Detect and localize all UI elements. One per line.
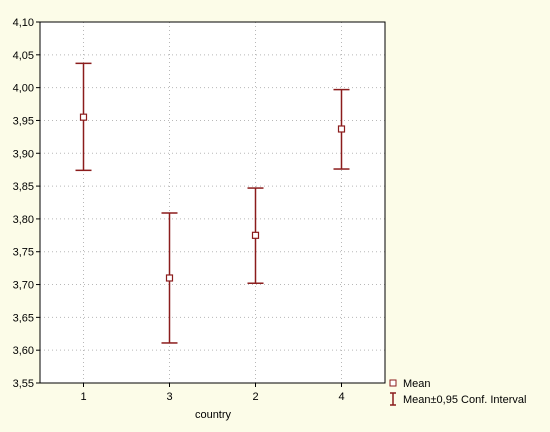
y-tick-label: 3,75 (13, 247, 34, 259)
x-tick-label: 3 (166, 391, 172, 403)
mean-marker (79, 113, 88, 121)
y-tick-label: 3,65 (13, 312, 34, 324)
x-tick-labels: 1 3 2 4 (80, 391, 344, 403)
y-tick-label: 3,90 (13, 148, 34, 160)
plot-area (40, 22, 385, 383)
y-tick-label: 3,80 (13, 214, 34, 226)
y-tick-label: 3,95 (13, 115, 34, 127)
x-tick-label: 1 (80, 391, 86, 403)
y-tick-label: 4,00 (13, 83, 34, 95)
y-tick-label: 3,55 (13, 378, 34, 390)
mean-marker (251, 231, 260, 239)
legend-ci-label: Mean±0,95 Conf. Interval (403, 394, 526, 406)
legend: Mean Mean±0,95 Conf. Interval (389, 378, 526, 406)
y-tick-label: 3,60 (13, 345, 34, 357)
legend-mean-marker (389, 379, 397, 387)
axis-ticks (36, 21, 342, 387)
y-tick-labels: 3,55 3,60 3,65 3,70 3,75 3,80 3,85 3,90 3,95 4,00… (13, 17, 34, 390)
y-tick-label: 3,85 (13, 181, 34, 193)
y-tick-label: 4,10 (13, 17, 34, 29)
mean-marker (337, 125, 346, 133)
error-bars (75, 62, 350, 344)
mean-marker (165, 274, 174, 282)
legend-mean-label: Mean (403, 378, 431, 390)
x-tick-label: 4 (338, 391, 344, 403)
x-tick-label: 2 (252, 391, 258, 403)
y-tick-label: 4,05 (13, 50, 34, 62)
y-tick-label: 3,70 (13, 280, 34, 292)
plot-frame (39, 21, 386, 384)
x-axis-title: country (195, 409, 232, 421)
